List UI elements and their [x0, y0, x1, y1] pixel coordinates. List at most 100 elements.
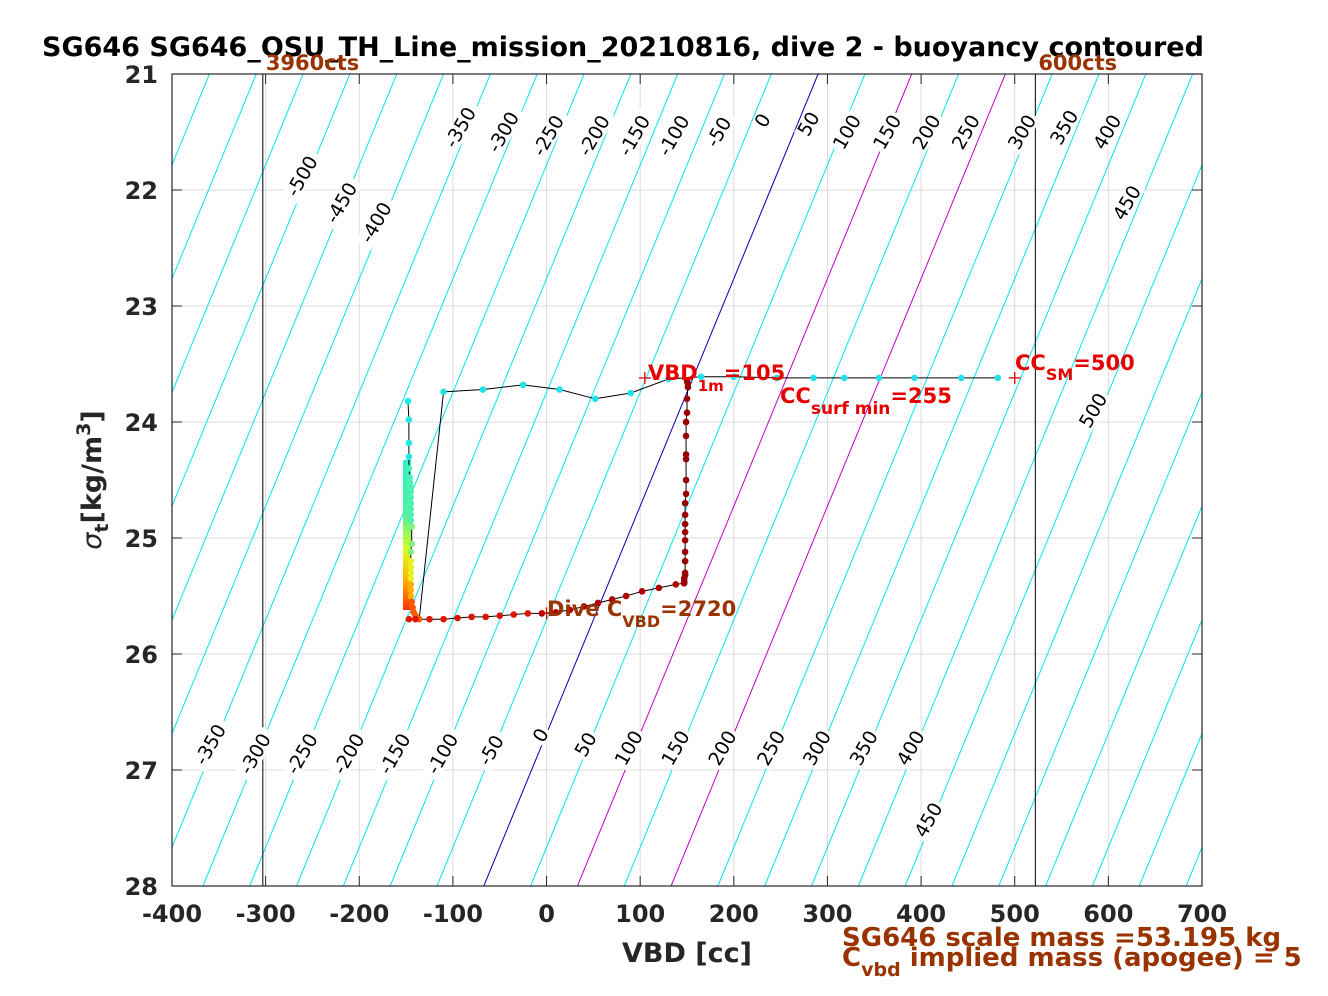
contour-label-bg [799, 725, 836, 771]
y-tick-label: 22 [125, 177, 158, 205]
contour-label-bg [373, 726, 417, 782]
contour-label-bg [613, 108, 657, 164]
climb-point [408, 540, 416, 548]
contour-label-bg [869, 109, 906, 155]
climb-point [407, 586, 415, 594]
y-tick-label: 21 [125, 61, 158, 89]
axis-ticks: -400 -300 -200 -100 0 100 200 300 400 500 600 700 21… [125, 61, 1227, 928]
contour-label-bg [473, 728, 510, 773]
climb-point [697, 373, 705, 381]
contour-line [1091, 618, 1202, 886]
climb-point [405, 439, 413, 447]
dive-point [468, 613, 475, 621]
climb-point [440, 388, 447, 396]
climb-point [773, 374, 781, 382]
climb-point [407, 575, 415, 582]
contour-label-bg [571, 727, 602, 762]
contour-label-bg [573, 108, 616, 164]
contour-line [172, 74, 304, 394]
climb-point [405, 465, 413, 472]
dive-point [683, 395, 691, 403]
vbd-1m-annotation: VBD1m=105 [648, 361, 785, 395]
climb-point [408, 598, 416, 606]
contour-label-bg [611, 725, 648, 771]
x-tick-label: 500 [990, 900, 1040, 928]
climb-point [911, 374, 918, 382]
contour-label-bg [751, 109, 776, 133]
contour-line [172, 74, 351, 508]
contour-label-bg [829, 109, 866, 155]
climb-point [556, 386, 563, 393]
contour-label-bg [1089, 109, 1126, 155]
climb-point [408, 523, 416, 530]
climb-point [407, 511, 415, 519]
climb-point [405, 416, 413, 423]
climb-point [958, 374, 965, 382]
climb-point [519, 381, 527, 389]
contour-line [904, 163, 1202, 886]
dive-point [412, 615, 419, 623]
dive-point [510, 611, 518, 618]
contour-line [172, 74, 257, 281]
dive-point [405, 615, 413, 623]
axes-box [171, 73, 1203, 887]
dive-point [681, 548, 689, 556]
contour-label-bg [794, 107, 825, 142]
x-tick-label: 0 [538, 900, 555, 928]
climb-point [591, 395, 599, 403]
climb-point [407, 548, 415, 556]
x-tick-label: 100 [615, 900, 665, 928]
climb-point [407, 581, 415, 588]
contour-label-bg [910, 797, 947, 843]
contour-line [0, 74, 22, 886]
climb-point [407, 499, 415, 507]
temperature-color-band [403, 460, 411, 610]
contour-label-bg [234, 726, 277, 782]
chart-title: SG646 SG646_OSU_TH_Line_mission_20210816… [42, 32, 1204, 63]
dive-point [681, 557, 689, 565]
x-tick-label: 400 [896, 900, 946, 928]
x-tick-label: -300 [236, 900, 296, 928]
y-tick-label: 24 [125, 409, 158, 437]
x-tick-label: 600 [1083, 900, 1133, 928]
contour-line [1233, 74, 1328, 886]
climb-point [407, 483, 415, 491]
climb-point [407, 488, 415, 495]
y-tick-label: 25 [125, 525, 158, 553]
dive-cvbd-annotation: Dive CVBD=2720 [547, 597, 736, 631]
contour-label-bg [1046, 105, 1083, 151]
contour-line [1138, 732, 1202, 886]
climb-point [479, 386, 487, 393]
contour-label-bg [1075, 388, 1112, 434]
implied-mass-footer: Cvbd implied mass (apogee) = 5 [842, 943, 1302, 981]
dive-point [680, 579, 688, 587]
dive-point [681, 499, 689, 507]
contour-label-bg [355, 195, 398, 251]
contour-label-bg [328, 726, 371, 782]
dive-point [682, 476, 690, 484]
climb-point [994, 374, 1002, 382]
climb-point [841, 374, 848, 382]
contour-label-bg [657, 725, 695, 771]
dive-point [681, 537, 689, 544]
contour-label-bg [908, 109, 946, 155]
dive-point [594, 599, 602, 607]
contour-label-bg [753, 725, 790, 771]
contour-line [483, 74, 819, 886]
climb-point [407, 505, 415, 513]
dive-point [684, 383, 692, 391]
scale-mass-footer: SG646 scale mass =53.195 kg [842, 923, 1281, 953]
dive-point [524, 610, 532, 617]
x-tick-label: 200 [709, 900, 759, 928]
contour-label-bg [948, 109, 985, 155]
dive-point [440, 615, 447, 623]
climb-point [407, 517, 415, 524]
dive-point [682, 490, 690, 498]
dive-point [681, 511, 689, 519]
climb-point [810, 374, 817, 382]
contour-label: 0 [751, 109, 776, 133]
climb-point [627, 389, 635, 397]
dive-point [482, 613, 489, 621]
contour-label-bg [846, 725, 883, 771]
